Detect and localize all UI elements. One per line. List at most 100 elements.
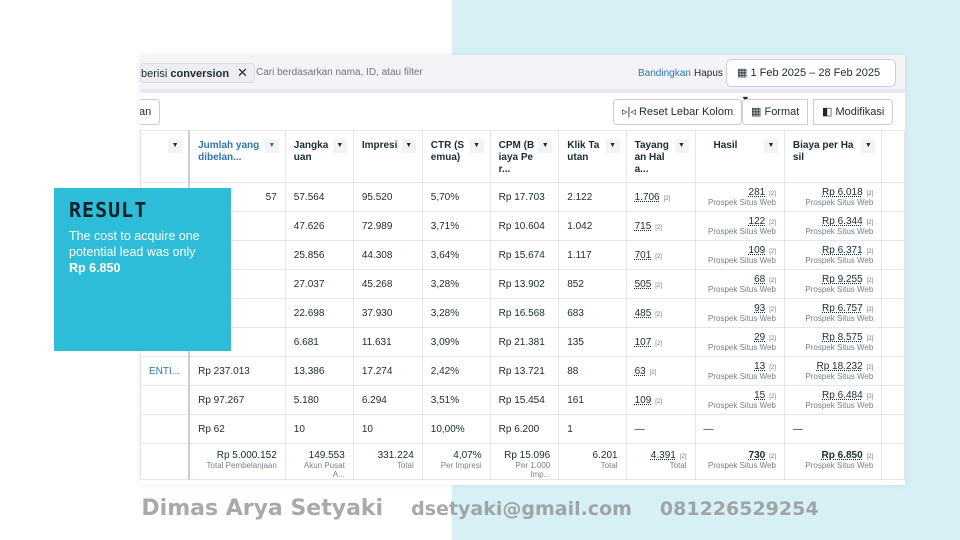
clear-link[interactable]: Hapus — [694, 68, 723, 79]
col-results[interactable]: Hasil ▼ — [694, 130, 785, 183]
format-button[interactable]: ▦ Format — [742, 99, 809, 125]
cell-spend: Rp 62 — [188, 414, 286, 444]
col-cost-per-result[interactable]: Biaya per Hasil ▼ — [783, 130, 883, 183]
table-row[interactable]: 22.698 37.930 3,28% Rp 16.568 683 485 [2] 93 [2]… — [140, 298, 905, 328]
total-cpr[interactable]: Rp 6.850 [2] Prospek Situs Web — [783, 443, 883, 480]
cell-ctr: 3,28% — [421, 269, 491, 299]
table-row[interactable]: 25.856 44.308 3,64% Rp 15.674 1.117 701 [2] 109… — [140, 240, 905, 270]
col-impressions[interactable]: Impresi ▼ — [352, 130, 423, 183]
modify-button[interactable]: ◧ Modifikasi — [813, 99, 894, 125]
chevron-down-icon[interactable]: ▼ — [763, 139, 778, 153]
cell-results[interactable]: 281 [2] Prospek Situs Web — [694, 182, 785, 212]
col-link-clicks[interactable]: Klik Tautan ▼ — [558, 130, 627, 183]
col-empty — [881, 130, 905, 183]
compare-link[interactable]: Bandingkan — [638, 68, 691, 79]
cell-results[interactable]: 109 [2] Prospek Situs Web — [694, 240, 785, 270]
cell-cpr[interactable]: Rp 6.371 [2] Prospek Situs Web — [783, 240, 883, 270]
cell-results[interactable]: 29 [2] Prospek Situs Web — [694, 327, 785, 357]
search-input[interactable]: Cari berdasarkan nama, ID, atau filter — [256, 67, 423, 78]
col-cpm[interactable]: CPM (Biaya Per... ▼ — [489, 130, 560, 183]
table-row[interactable]: 27.037 45.268 3,28% Rp 13.902 852 505 [2] 68 [2]… — [140, 269, 905, 299]
chevron-down-icon[interactable]: ▼ — [674, 139, 689, 153]
cell-cpr[interactable]: Rp 6.344 [2] Prospek Situs Web — [783, 211, 883, 241]
cell-clicks: 135 — [558, 327, 627, 357]
cell-results[interactable]: 13 [2] Prospek Situs Web — [694, 356, 785, 386]
row-name[interactable]: ENTI... — [140, 356, 190, 386]
cell-clicks: 2.122 — [558, 182, 627, 212]
watermark: Dimas Arya Setyaki dsetyaki@gmail.com 08… — [0, 496, 960, 521]
cell-results[interactable]: 68 [2] Prospek Situs Web — [694, 269, 785, 299]
chevron-down-icon[interactable]: ▼ — [538, 139, 553, 153]
col-spend[interactable]: Jumlah yang dibelan... ▼ — [188, 130, 286, 183]
ads-table: ▼ Jumlah yang dibelan... ▼ Jangkauan ▼ Imp… — [140, 130, 905, 480]
col-ctr[interactable]: CTR (Semua) ▼ — [421, 130, 491, 183]
cell-ctr: 3,28% — [421, 298, 491, 328]
chevron-down-icon[interactable]: ▼ — [861, 139, 876, 153]
cell-views[interactable]: 109 [2] — [625, 385, 696, 415]
watermark-name: Dimas Arya Setyaki — [141, 496, 384, 521]
cell-cpm: Rp 15.454 — [489, 385, 560, 415]
total-impr: 331.224 Total — [352, 443, 423, 480]
cell-views[interactable]: 485 [2] — [625, 298, 696, 328]
chevron-down-icon[interactable]: ▼ — [605, 139, 620, 153]
result-callout: RESULT The cost to acquire one potential… — [54, 188, 231, 351]
close-icon[interactable]: ✕ — [237, 65, 248, 80]
chevron-down-icon[interactable]: ▼ — [332, 139, 347, 153]
cell-views[interactable]: 505 [2] — [625, 269, 696, 299]
table-row[interactable]: 6.681 11.631 3,09% Rp 21.381 135 107 [2] 29 [2] P… — [140, 327, 905, 357]
row-name[interactable] — [140, 414, 190, 444]
chevron-down-icon[interactable]: ▼ — [469, 139, 484, 153]
cell-views[interactable]: 107 [2] — [625, 327, 696, 357]
cell-reach: 57.564 — [284, 182, 354, 212]
cell-spend: Rp 237.013 — [188, 356, 286, 386]
total-results[interactable]: 730 [2] Prospek Situs Web — [694, 443, 785, 480]
cell-cpr[interactable]: Rp 6.757 [2] Prospek Situs Web — [783, 298, 883, 328]
watermark-phone: 081226529254 — [659, 498, 819, 520]
col-page-views[interactable]: Tayangan Hala... ▼ — [625, 130, 696, 183]
cell-views[interactable]: 715 [2] — [625, 211, 696, 241]
chevron-down-icon[interactable]: ▼ — [168, 139, 183, 153]
cell-cpr[interactable]: Rp 6.484 [2] Prospek Situs Web — [783, 385, 883, 415]
date-range-picker[interactable]: ▦ 1 Feb 2025 – 28 Feb 2025 ▼ — [726, 59, 896, 104]
cell-cpr[interactable]: Rp 18.232 [2] Prospek Situs Web — [783, 356, 883, 386]
filter-chip[interactable]: berisi conversion ✕ — [140, 63, 255, 83]
cell-cpr[interactable]: Rp 8.575 [2] Prospek Situs Web — [783, 327, 883, 357]
cell-cpr[interactable]: Rp 6.018 [2] Prospek Situs Web — [783, 182, 883, 212]
cell-cpm: Rp 16.568 — [489, 298, 560, 328]
cell-impr: 11.631 — [352, 327, 423, 357]
col-reach[interactable]: Jangkauan ▼ — [284, 130, 354, 183]
chevron-down-icon[interactable]: ▼ — [401, 139, 416, 153]
table-row[interactable]: Rp 97.267 5.180 6.294 3,51% Rp 15.454 161 109[… — [140, 385, 905, 415]
cell-views[interactable]: 1.706 [2] — [625, 182, 696, 212]
table-row[interactable]: ENTI... Rp 237.013 13.386 17.274 2,42% Rp 13.… — [140, 356, 905, 386]
table-row[interactable]: 47.626 72.989 3,71% Rp 10.604 1.042 715 [2] 122… — [140, 211, 905, 241]
cell-ctr: 3,51% — [421, 385, 491, 415]
cell-cpr[interactable]: Rp 9.255 [2] Prospek Situs Web — [783, 269, 883, 299]
cell-ctr: 3,64% — [421, 240, 491, 270]
cell-views[interactable]: 701 [2] — [625, 240, 696, 270]
grid-icon: ▦ — [751, 106, 762, 118]
cell-clicks: 1 — [558, 414, 627, 444]
cell-reach: 47.626 — [284, 211, 354, 241]
total-ctr: 4,07% Per Impresi — [421, 443, 491, 480]
watermark-email: dsetyaki@gmail.com — [411, 498, 632, 520]
cell-results[interactable]: 122 [2] Prospek Situs Web — [694, 211, 785, 241]
cell-cpm: Rp 15.674 — [489, 240, 560, 270]
row-name[interactable] — [140, 385, 190, 415]
total-views[interactable]: 4.391 [2] Total — [625, 443, 696, 480]
cell-ctr: 3,71% — [421, 211, 491, 241]
total-clicks: 6.201 Total — [558, 443, 627, 480]
total-cpm: Rp 15.096 Per 1.000 Imp... — [489, 443, 560, 480]
reset-column-width-button[interactable]: ▹|◃ Reset Lebar Kolom — [613, 99, 743, 125]
cell-impr: 10 — [352, 414, 423, 444]
col-name[interactable]: ▼ — [140, 130, 190, 183]
table-row[interactable]: 57 57.564 95.520 5,70% Rp 17.703 2.122 1.706 [2… — [140, 182, 905, 212]
cell-views[interactable]: 63 [2] — [625, 356, 696, 386]
table-row[interactable]: Rp 62 10 10 10,00% Rp 6.200 1— — — — [140, 414, 905, 444]
table-header: ▼ Jumlah yang dibelan... ▼ Jangkauan ▼ Imp… — [140, 130, 905, 183]
chevron-down-icon[interactable]: ▼ — [264, 139, 279, 153]
cell-results[interactable]: 93 [2] Prospek Situs Web — [694, 298, 785, 328]
cell-impr: 37.930 — [352, 298, 423, 328]
partial-button[interactable]: an — [140, 99, 160, 125]
cell-results[interactable]: 15 [2] Prospek Situs Web — [694, 385, 785, 415]
